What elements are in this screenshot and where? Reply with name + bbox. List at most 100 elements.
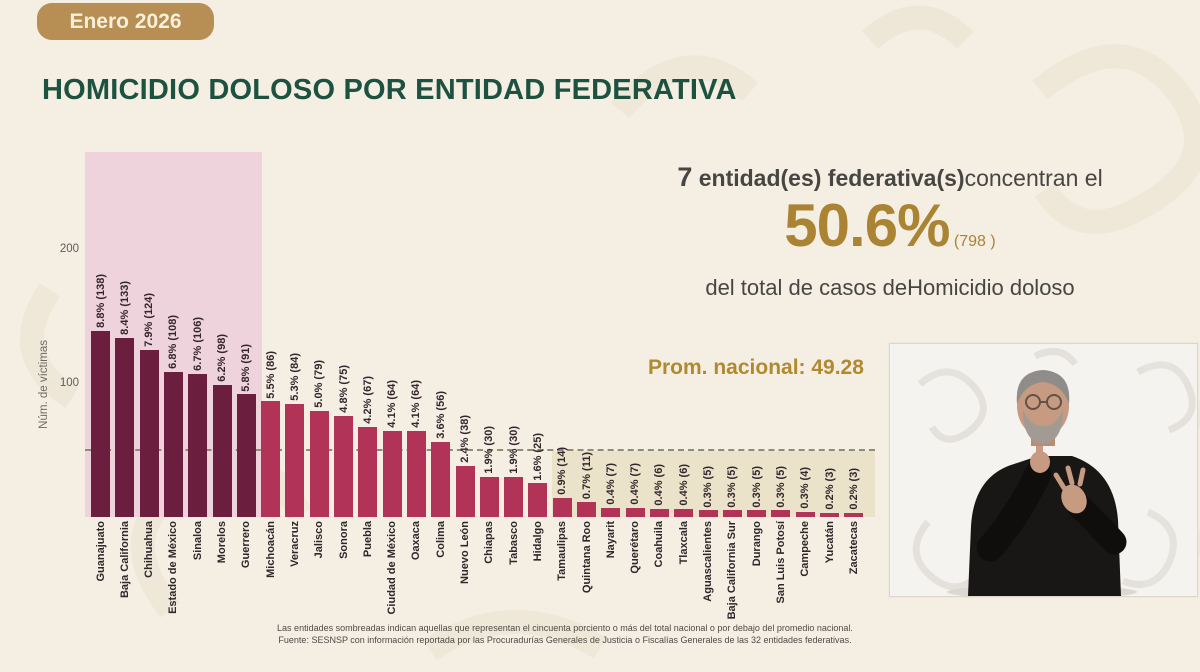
bar-yucat-n	[820, 513, 839, 517]
bar-value-label: 0.2% (3)	[823, 468, 836, 510]
bar-value-label: 0.3% (5)	[750, 465, 763, 508]
bar-oaxaca	[406, 430, 426, 517]
bar-puebla	[358, 426, 378, 517]
x-axis-label: Querétaro	[629, 521, 642, 574]
bar-hidalgo	[528, 483, 548, 517]
bar-value-label: 5.5% (86)	[264, 350, 277, 399]
x-axis-label: Nuevo León	[459, 521, 471, 584]
bar-value-label: 0.7% (11)	[580, 452, 593, 500]
bar-michoac-n	[261, 401, 281, 517]
x-axis-label: Tamaulipas	[556, 521, 569, 581]
x-axis-label: Nayarit	[604, 521, 617, 559]
bar-quintana-roo	[577, 502, 596, 517]
page-title: HOMICIDIO DOLOSO POR ENTIDAD FEDERATIVA	[42, 74, 737, 106]
entity-count-label: entidad(es) federativa(s)	[698, 165, 965, 191]
bar-nuevo-le-n	[455, 465, 475, 517]
summary-sentence: 7 entidad(es) federativa(s)concentran el	[640, 162, 1140, 193]
bar-tamaulipas	[552, 498, 572, 517]
x-axis-label: Durango	[750, 521, 763, 567]
bar-chihuahua	[139, 350, 159, 517]
x-axis-label: Estado de México	[167, 521, 180, 614]
bar-value-label: 6.7% (106)	[191, 317, 204, 372]
interpreter-figure	[890, 344, 1197, 596]
x-axis-label: Tabasco	[507, 521, 520, 565]
concentration-case-count: (798 )	[953, 233, 996, 250]
bar-coahuila	[649, 508, 669, 517]
concentrate-label: concentran el	[964, 165, 1103, 191]
sign-language-interpreter-video	[889, 343, 1198, 597]
x-axis-label: Colima	[434, 521, 447, 558]
bar-nayarit	[601, 507, 621, 517]
bar-value-label: 0.9% (14)	[556, 447, 569, 496]
y-axis-tick-label: 200	[59, 242, 79, 255]
x-axis-label: Sinaloa	[191, 521, 204, 561]
bar-value-label: 4.1% (64)	[386, 380, 399, 428]
bar-value-label: 0.4% (7)	[629, 463, 642, 505]
x-axis-label: Oaxaca	[410, 521, 423, 561]
bar-sonora	[334, 416, 353, 517]
bar-value-label: 7.9% (124)	[143, 293, 156, 347]
x-axis-label: Baja California Sur	[726, 521, 739, 620]
bar-veracruz	[285, 403, 305, 517]
x-axis-label: San Luis Potosí	[774, 521, 787, 604]
x-axis-label: Yucatán	[823, 521, 836, 564]
x-axis-label: Morelos	[216, 521, 228, 564]
bar-value-label: 0.3% (5)	[702, 465, 714, 508]
x-axis-label: Michoacán	[264, 521, 277, 578]
bar-jalisco	[309, 410, 329, 517]
bar-quer-taro	[625, 507, 645, 517]
bar-value-label: 0.4% (7)	[604, 463, 617, 505]
bar-value-label: 0.3% (5)	[726, 465, 739, 508]
bar-value-label: 0.2% (3)	[847, 468, 860, 510]
x-axis-label: Quintana Roo	[580, 521, 593, 594]
x-axis-label: Guerrero	[240, 521, 253, 569]
bar-chart-plot-area: 100 200 Núm. de víctimas 8.8% (138) Guanajua…	[38, 152, 875, 619]
national-average-dashed-line	[85, 448, 875, 451]
bar-value-label: 6.2% (98)	[216, 334, 228, 382]
bar-aguascalientes	[698, 510, 718, 517]
bar-value-label: 0.4% (6)	[653, 464, 666, 506]
x-axis-label: Campeche	[799, 521, 812, 577]
bar-chiapas	[479, 476, 499, 517]
x-axis-label: Aguascalientes	[702, 521, 714, 602]
y-axis-tick-label: 100	[59, 377, 79, 390]
bar-guerrero	[236, 394, 256, 517]
month-badge: Enero 2026	[37, 3, 214, 40]
y-axis-title: Núm. de víctimas	[38, 340, 50, 429]
bar-value-label: 4.1% (64)	[410, 380, 423, 428]
x-axis-label: Coahuila	[653, 521, 666, 568]
bar-durango	[747, 510, 767, 517]
bar-value-label: 4.2% (67)	[361, 376, 374, 424]
x-axis-label: Chihuahua	[143, 521, 156, 578]
bar-value-label: 5.8% (91)	[240, 343, 253, 392]
summary-percent-row: 50.6% (798 )	[640, 195, 1140, 273]
bar-morelos	[212, 385, 232, 517]
x-axis-label: Tlaxcala	[677, 521, 690, 565]
x-axis-label: Sonora	[337, 521, 350, 559]
bar-san-luis-potos-	[771, 510, 791, 517]
bar-guanajuato	[91, 331, 110, 517]
x-axis-label: Chiapas	[483, 521, 496, 564]
bar-campeche	[795, 511, 815, 517]
bar-value-label: 1.6% (25)	[531, 432, 544, 481]
bar-value-label: 0.3% (4)	[799, 467, 812, 509]
bar-value-label: 1.9% (30)	[507, 425, 520, 474]
bar-baja-california	[115, 337, 135, 517]
footer-source: Fuente: SESNSP con información reportada…	[278, 634, 852, 645]
bar-tlaxcala	[674, 508, 694, 517]
bar-value-label: 0.4% (6)	[677, 464, 690, 506]
x-axis-label: Jalisco	[313, 521, 326, 559]
bar-value-label: 3.6% (56)	[434, 390, 447, 439]
crime-type-label: Homicidio doloso	[907, 275, 1075, 300]
total-cases-prefix: del total de casos de	[705, 275, 908, 300]
bar-value-label: 6.8% (108)	[167, 314, 180, 369]
footer-notes: Las entidades sombreadas indican aquella…	[150, 623, 980, 646]
bar-estado-de-m-xico	[163, 371, 183, 517]
x-axis-label: Ciudad de México	[386, 521, 399, 615]
bar-value-label: 5.0% (79)	[313, 359, 326, 408]
x-axis-label: Puebla	[361, 521, 374, 558]
bar-value-label: 2.4% (38)	[459, 415, 471, 463]
bar-tabasco	[504, 476, 524, 517]
bar-value-label: 8.8% (138)	[94, 274, 107, 329]
